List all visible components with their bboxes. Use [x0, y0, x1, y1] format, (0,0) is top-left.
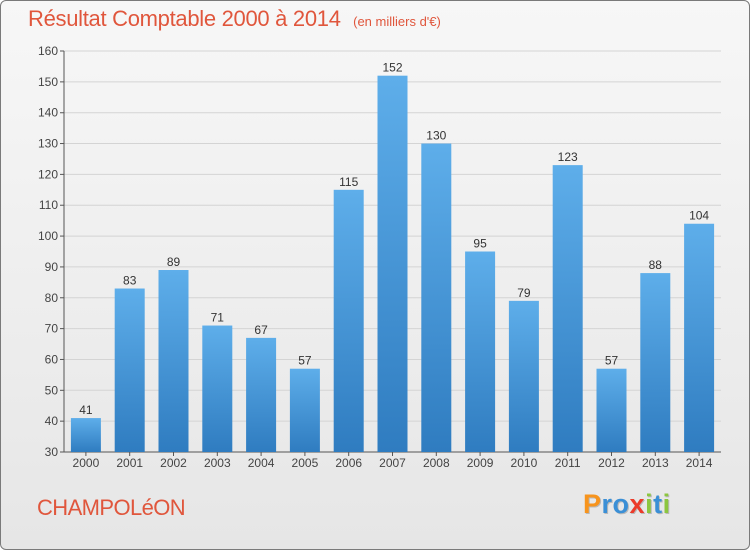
logo-letter: P: [583, 489, 602, 519]
x-tick-label: 2004: [248, 456, 275, 470]
logo-letter: i: [662, 489, 671, 519]
x-tick-label: 2012: [598, 456, 625, 470]
axes: 30 40 50 60 70 80 90 100 110 120 130 140 150 160 2000 2…: [38, 44, 721, 470]
y-tick-label: 60: [45, 352, 59, 366]
bar-2007: [377, 75, 408, 452]
x-tick-label: 2000: [73, 456, 100, 470]
x-tick-label: 2005: [292, 456, 319, 470]
logo-letter: x: [629, 489, 646, 519]
y-tick-label: 30: [45, 445, 59, 459]
bar-2012: [596, 368, 627, 452]
commune-name: CHAMPOLéON: [37, 495, 186, 520]
x-tick-label: 2002: [160, 456, 187, 470]
x-tick-label: 2007: [379, 456, 406, 470]
chart-title: Résultat Comptable 2000 à 2014 (en milli…: [28, 6, 441, 32]
y-tick-label: 130: [38, 137, 58, 151]
data-label-2007: 152: [382, 61, 402, 75]
x-tick-label: 2008: [423, 456, 450, 470]
data-label-2002: 89: [167, 255, 181, 269]
data-label-2004: 67: [254, 323, 268, 337]
x-tick-label: 2009: [467, 456, 494, 470]
logo-letter: i: [645, 489, 654, 519]
y-tick-label: 50: [45, 383, 59, 397]
y-tick-label: 110: [39, 198, 58, 212]
x-tick-label: 2001: [116, 456, 143, 470]
logo-letter: r: [601, 489, 613, 519]
bar-2005: [289, 368, 320, 452]
bar-2009: [465, 251, 496, 452]
logo-letter: o: [612, 489, 630, 519]
data-label-2001: 83: [123, 274, 137, 288]
y-tick-label: 80: [45, 291, 59, 305]
data-label-2013: 88: [649, 258, 663, 272]
y-tick-label: 100: [38, 229, 58, 243]
logo-letter: t: [653, 489, 663, 519]
data-label-2011: 123: [558, 150, 578, 164]
data-label-2012: 57: [605, 354, 619, 368]
bar-2002: [158, 270, 189, 452]
bar-2001: [114, 288, 145, 452]
y-tick-label: 150: [38, 75, 58, 89]
x-tick-label: 2011: [555, 456, 581, 470]
data-label-2014: 104: [689, 209, 709, 223]
data-labels: 41 83 89 71 67 57 115 152 130 95 79 123 57 88 104: [79, 61, 709, 417]
chart-unit-text: (en milliers d'€): [353, 14, 441, 29]
y-tick-label: 160: [38, 44, 58, 58]
bar-2008: [421, 143, 452, 453]
chart-title-text: Résultat Comptable 2000 à 2014: [28, 6, 341, 31]
data-label-2003: 71: [211, 311, 225, 325]
bar-2000: [70, 418, 101, 452]
bar-2010: [508, 300, 539, 452]
data-label-2005: 57: [298, 354, 312, 368]
bar-2011: [552, 165, 583, 452]
data-label-2008: 130: [426, 129, 446, 143]
bars: [70, 75, 715, 453]
x-tick-label: 2010: [511, 456, 538, 470]
proxiti-logo[interactable]: Proxiti: [583, 489, 671, 520]
data-label-2009: 95: [473, 237, 487, 251]
bar-2013: [640, 273, 671, 452]
bar-2006: [333, 189, 364, 453]
data-label-2010: 79: [517, 286, 531, 300]
x-tick-label: 2013: [642, 456, 669, 470]
data-label-2006: 115: [339, 175, 358, 189]
y-tick-label: 40: [45, 414, 59, 428]
data-label-2000: 41: [79, 403, 93, 417]
y-tick-label: 120: [38, 167, 58, 181]
x-tick-label: 2006: [335, 456, 362, 470]
bar-2003: [202, 325, 233, 452]
x-tick-label: 2014: [686, 456, 713, 470]
y-tick-label: 140: [38, 106, 58, 120]
bar-2004: [246, 337, 277, 452]
y-tick-label: 70: [45, 322, 59, 336]
y-tick-label: 90: [45, 260, 59, 274]
bar-2014: [684, 223, 715, 452]
x-tick-label: 2003: [204, 456, 231, 470]
